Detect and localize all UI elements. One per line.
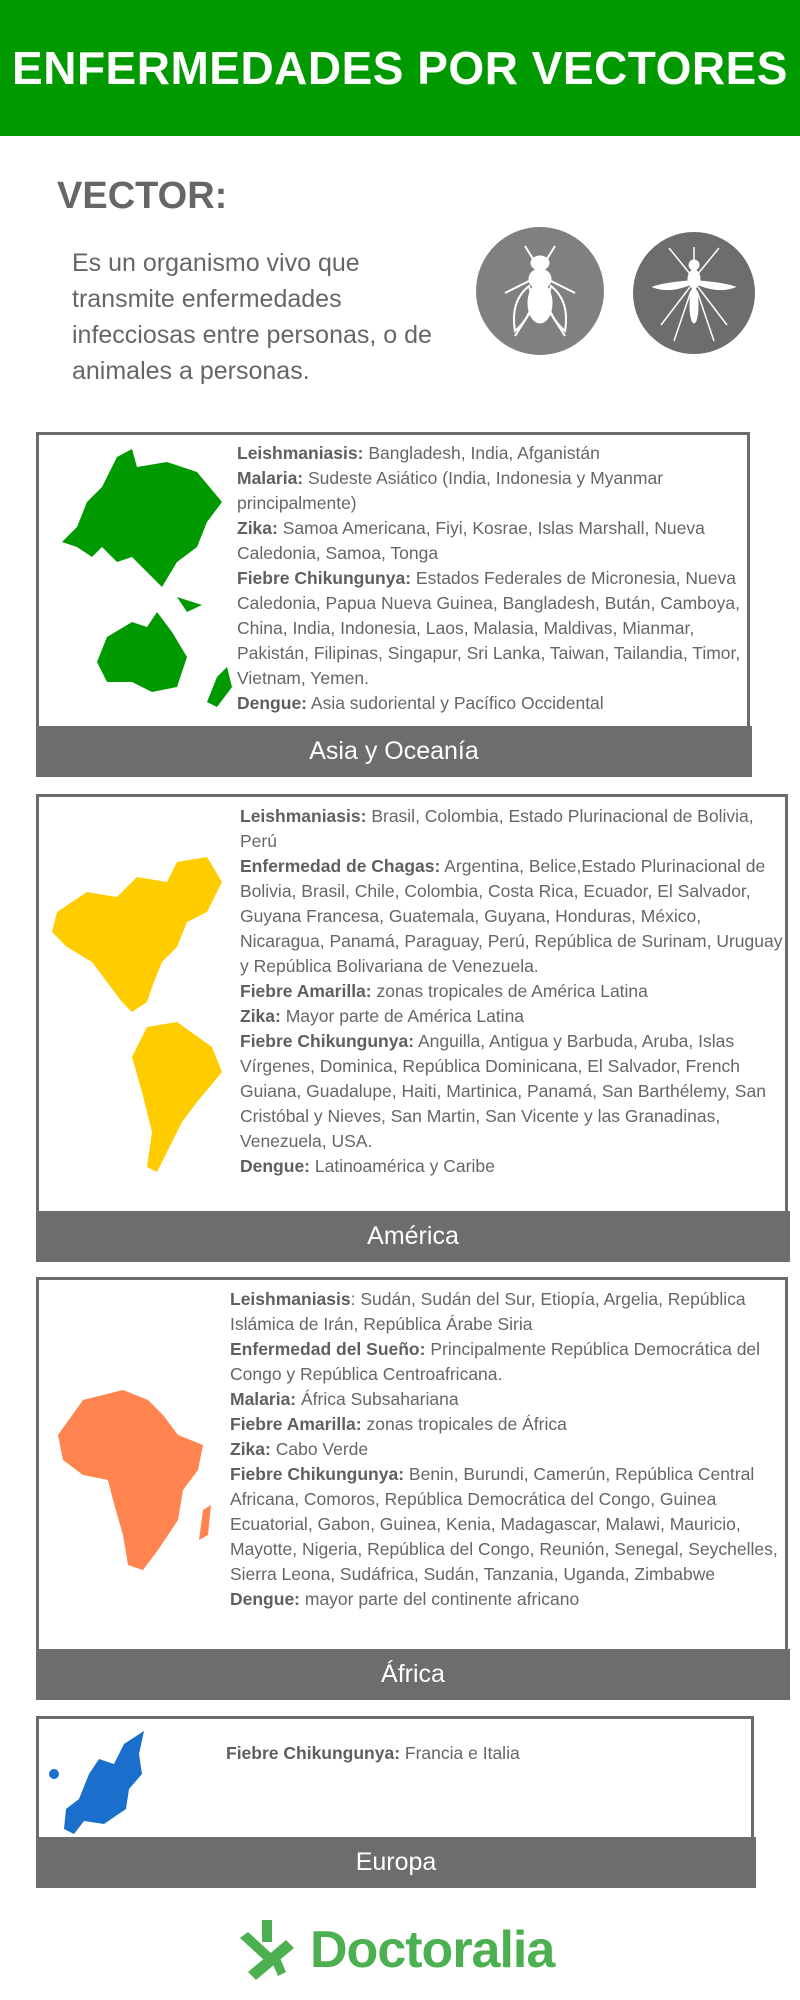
region-card-asia-oceania: Leishmaniasis: Bangladesh, India, Afgani… [36,432,752,777]
disease-entry: Enfermedad del Sueño: Principalmente Rep… [230,1337,785,1387]
disease-entry: Malaria: África Subsahariana [230,1387,785,1412]
region-card-europe: Fiebre Chikungunya: Francia e Italia Eur… [36,1716,756,1888]
doctoralia-logo-icon [240,1920,294,1980]
disease-entry: Leishmaniasis: Bangladesh, India, Afgani… [237,441,742,466]
disease-locations: Anguilla, Antigua y Barbuda, Aruba, Isla… [240,1031,766,1151]
europe-shape [64,1731,144,1834]
disease-label: Dengue: [230,1589,300,1609]
disease-locations: Samoa Americana, Fiyi, Kosrae, Islas Mar… [237,518,705,563]
disease-entry: Dengue: mayor parte del continente afric… [230,1587,785,1612]
page-title: ENFERMEDADES POR VECTORES [12,42,788,94]
disease-entry: Zika: Mayor parte de América Latina [240,1004,785,1029]
disease-locations: Brasil, Colombia, Estado Plurinacional d… [240,806,754,851]
disease-entry: Fiebre Chikungunya: Estados Federales de… [237,566,742,691]
oceania-shape [97,612,187,692]
disease-entry: Fiebre Chikungunya: Francia e Italia [226,1741,726,1766]
disease-entry: Dengue: Latinoamérica y Caribe [240,1154,785,1179]
disease-entry: Enfermedad de Chagas: Argentina, Belice,… [240,854,785,979]
disease-label: Fiebre Amarilla: [240,981,372,1001]
disease-label: Fiebre Chikungunya: [226,1743,401,1763]
region-text: Leishmaniasis: Sudán, Sudán del Sur, Eti… [230,1287,785,1612]
disease-label: Zika: [230,1439,271,1459]
disease-label: Fiebre Chikungunya: [237,568,412,588]
disease-label: Dengue: [237,693,307,713]
doctoralia-logo-text: Doctoralia [310,1921,555,1979]
disease-label: Enfermedad del Sueño: [230,1339,426,1359]
disease-locations: : Sudán, Sudán del Sur, Etiopía, Argelia… [230,1289,746,1334]
region-label: Europa [36,1837,756,1888]
region-label: América [36,1211,790,1262]
region-card-america: Leishmaniasis: Brasil, Colombia, Estado … [36,794,790,1262]
disease-locations: Sudeste Asiático (India, Indonesia y Mya… [237,468,664,513]
disease-entry: Fiebre Amarilla: zonas tropicales de Áfr… [230,1412,785,1437]
disease-entry: Zika: Cabo Verde [230,1437,785,1462]
disease-locations: Latinoamérica y Caribe [310,1156,495,1176]
region-label: África [36,1649,790,1700]
mosquito-icon [633,232,755,354]
africa-shape [58,1390,203,1570]
disease-label: Enfermedad de Chagas: [240,856,441,876]
disease-entry: Malaria: Sudeste Asiático (India, Indone… [237,466,742,516]
disease-label: Leishmaniasis: [240,806,367,826]
disease-label: Malaria: [237,468,304,488]
fly-icon [476,227,604,355]
disease-locations: Francia e Italia [400,1743,520,1763]
disease-locations: mayor parte del continente africano [300,1589,580,1609]
region-text: Leishmaniasis: Bangladesh, India, Afgani… [237,441,742,716]
disease-locations: Estados Federales de Micronesia, Nueva C… [237,568,741,688]
disease-label: Fiebre Chikungunya: [240,1031,415,1051]
disease-locations: Principalmente República Democrática del… [230,1339,761,1384]
vector-heading: VECTOR: [57,175,228,217]
america-map [52,857,222,1172]
disease-entry: Fiebre Chikungunya: Anguilla, Antigua y … [240,1029,785,1154]
asia-shape [62,449,222,587]
disease-locations: Mayor parte de América Latina [280,1006,525,1026]
disease-locations: Benin, Burundi, Camerún, República Centr… [230,1464,778,1584]
disease-entry: Fiebre Chikungunya: Benin, Burundi, Came… [230,1462,785,1587]
disease-entry: Leishmaniasis: Brasil, Colombia, Estado … [240,804,785,854]
disease-label: Fiebre Amarilla: [230,1414,362,1434]
region-card-africa: Leishmaniasis: Sudán, Sudán del Sur, Eti… [36,1277,790,1700]
disease-locations: zonas tropicales de América Latina [371,981,648,1001]
disease-label: Leishmaniasis [230,1289,351,1309]
disease-entry: Fiebre Amarilla: zonas tropicales de Amé… [240,979,785,1004]
north-america-shape [52,857,222,1012]
region-label: Asia y Oceanía [36,726,752,777]
disease-locations: África Subsahariana [296,1389,459,1409]
disease-label: Zika: [240,1006,281,1026]
vector-description: Es un organismo vivo que transmite enfer… [72,249,432,385]
disease-entry: Dengue: Asia sudoriental y Pacífico Occi… [237,691,742,716]
africa-map [58,1390,211,1570]
disease-entry: Zika: Samoa Americana, Fiyi, Kosrae, Isl… [237,516,742,566]
disease-label: Leishmaniasis: [237,443,364,463]
asia-oceania-map [62,449,232,707]
disease-locations: Asia sudoriental y Pacífico Occidental [307,693,604,713]
south-america-shape [132,1022,222,1172]
disease-label: Malaria: [230,1389,297,1409]
disease-label: Zika: [237,518,278,538]
disease-label: Fiebre Chikungunya: [230,1464,405,1484]
disease-locations: Cabo Verde [270,1439,369,1459]
header-banner: ENFERMEDADES POR VECTORES [0,0,800,136]
doctoralia-logo: Doctoralia [236,1918,555,1982]
region-text: Fiebre Chikungunya: Francia e Italia [226,1741,726,1766]
europe-map [49,1731,144,1834]
disease-locations: Bangladesh, India, Afganistán [363,443,600,463]
disease-entry: Leishmaniasis: Sudán, Sudán del Sur, Eti… [230,1287,785,1337]
disease-locations: zonas tropicales de África [361,1414,567,1434]
disease-locations: Argentina, Belice,Estado Plurinacional d… [240,856,783,976]
disease-label: Dengue: [240,1156,310,1176]
region-text: Leishmaniasis: Brasil, Colombia, Estado … [240,804,785,1179]
